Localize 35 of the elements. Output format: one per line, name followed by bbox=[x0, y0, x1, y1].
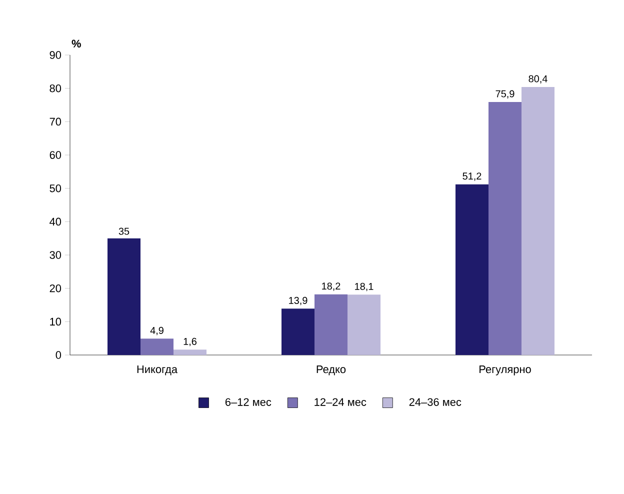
y-tick-label: 90 bbox=[50, 51, 62, 59]
y-axis-title: % bbox=[72, 40, 81, 48]
bar bbox=[348, 294, 381, 355]
y-tick-label: 50 bbox=[50, 184, 62, 192]
data-label: 18,2 bbox=[322, 282, 340, 291]
data-label: 80,4 bbox=[528, 75, 548, 84]
y-tick-label: 30 bbox=[50, 251, 62, 259]
x-tick-label: Никогда bbox=[137, 366, 178, 376]
data-label: 18,1 bbox=[355, 282, 374, 292]
y-tick-label: 70 bbox=[50, 118, 62, 126]
bar bbox=[108, 238, 140, 355]
data-label: 13,9 bbox=[289, 296, 308, 306]
bar bbox=[282, 308, 315, 355]
data-label: 35 bbox=[118, 228, 130, 235]
y-tick-label: 0 bbox=[56, 351, 62, 359]
data-label: 75,9 bbox=[496, 90, 514, 98]
data-label: 1,6 bbox=[184, 338, 196, 346]
y-tick-label: 60 bbox=[50, 151, 62, 159]
bar bbox=[488, 102, 522, 355]
y-tick-label: 10 bbox=[50, 318, 62, 326]
data-label: 4,9 bbox=[150, 326, 164, 336]
data-label: 51,2 bbox=[462, 172, 482, 181]
y-tick-label: 40 bbox=[50, 218, 62, 226]
bar bbox=[140, 338, 174, 355]
bar bbox=[522, 87, 555, 355]
legend-label: 24–36 мес bbox=[409, 398, 462, 406]
bar bbox=[174, 350, 206, 355]
legend-label: 6–12 мес bbox=[225, 398, 272, 406]
y-tick-label: 20 bbox=[50, 284, 62, 292]
y-tick-label: 80 bbox=[50, 84, 62, 92]
x-tick-label: Регулярно bbox=[480, 366, 531, 376]
legend-label: 12–24 мес bbox=[314, 398, 366, 406]
x-tick-label: Редко bbox=[316, 366, 346, 376]
bar bbox=[314, 294, 348, 355]
bar bbox=[456, 184, 489, 355]
